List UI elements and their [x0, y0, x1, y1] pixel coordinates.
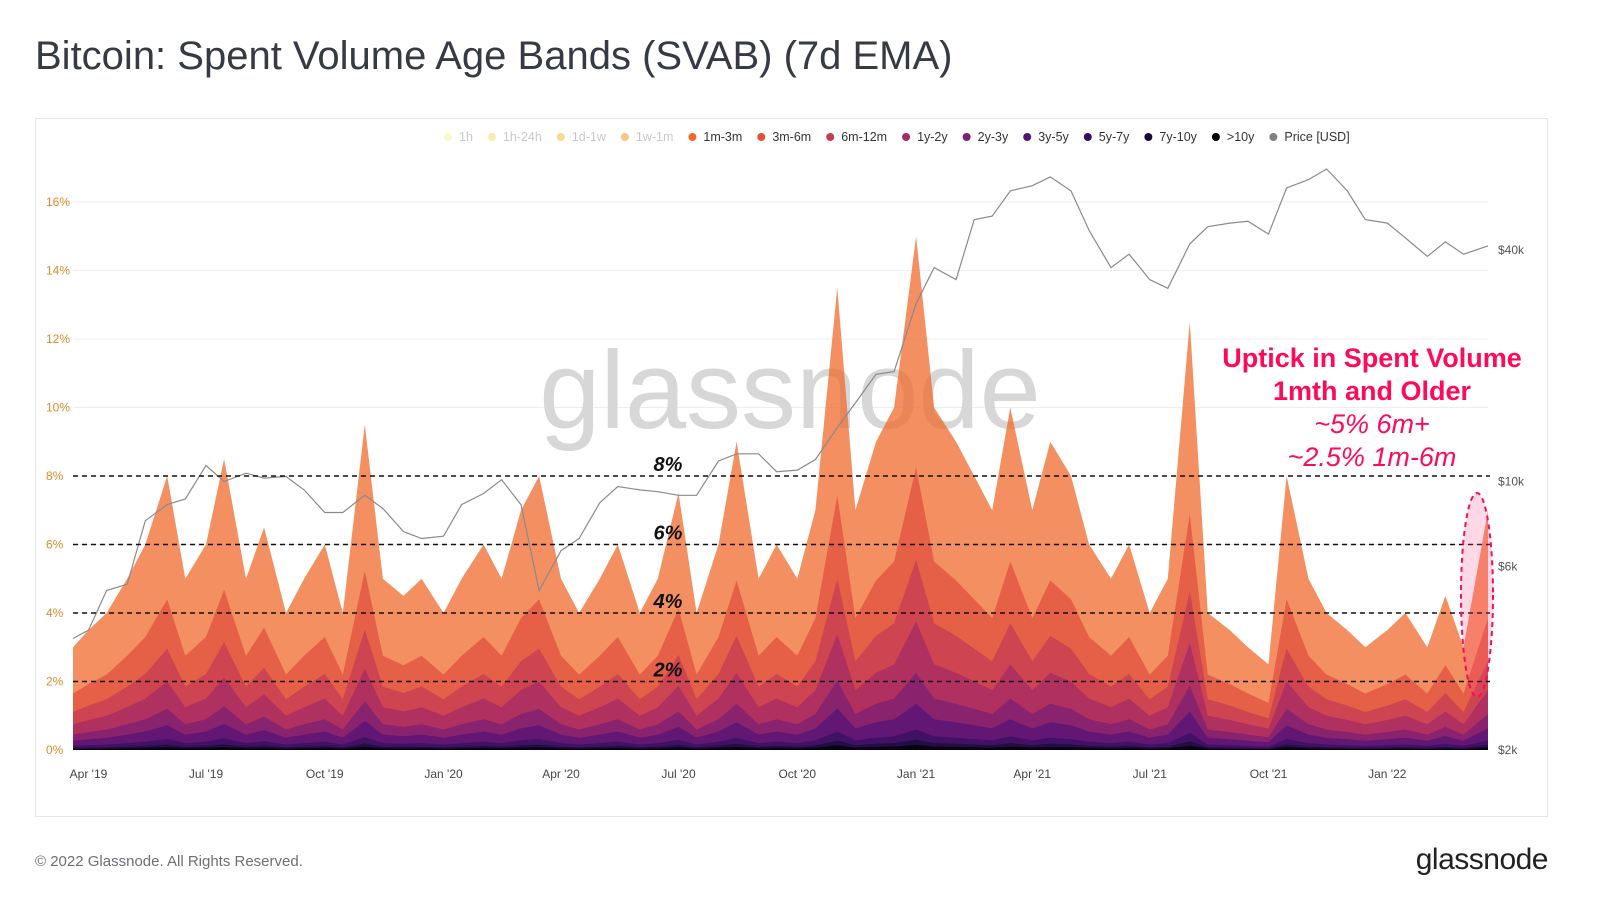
y-tick-label: 14% — [46, 264, 70, 278]
x-tick-label: Apr '21 — [1013, 767, 1051, 781]
x-tick-label: Oct '19 — [306, 767, 344, 781]
area-band-2y-3y — [73, 672, 1488, 750]
legend-marker — [757, 133, 766, 141]
annotation-detail: ~2.5% 1m-6m — [1288, 442, 1457, 472]
annotation-title: Uptick in Spent Volume — [1222, 343, 1522, 373]
price-line — [72, 168, 1489, 640]
y-tick-label: 4% — [46, 606, 64, 620]
y-tick-label: 2% — [46, 675, 64, 689]
x-tick-label: Jul '21 — [1133, 767, 1168, 781]
x-tick-label: Jan '20 — [424, 767, 463, 781]
legend-marker — [556, 133, 565, 141]
legend-marker — [1083, 133, 1092, 141]
y-tick-label: 6% — [46, 538, 64, 552]
legend-marker — [487, 133, 496, 141]
legend-marker — [620, 133, 629, 141]
x-tick-label: Jan '21 — [897, 767, 936, 781]
area-band-1m-3m — [73, 236, 1488, 751]
y-right-tick-label: $6k — [1498, 560, 1518, 574]
legend-item: 3m-6m — [772, 130, 811, 144]
x-tick-label: Jul '19 — [189, 767, 224, 781]
x-tick-label: Oct '20 — [778, 767, 816, 781]
legend-item: 1w-1m — [636, 130, 674, 144]
legend-item: >10y — [1227, 130, 1255, 144]
y-tick-label: 10% — [46, 401, 70, 415]
legend-marker — [826, 133, 835, 141]
x-tick-label: Oct '21 — [1250, 767, 1288, 781]
area-band-7y-10y — [73, 739, 1488, 750]
legend-item: 3y-5y — [1038, 130, 1069, 144]
y-tick-label: 0% — [46, 743, 64, 757]
legend-item: 1h-24h — [503, 130, 542, 144]
legend-item: 1y-2y — [917, 130, 948, 144]
x-tick-label: Jul '20 — [661, 767, 696, 781]
legend-marker — [688, 133, 697, 141]
legend-item: Price [USD] — [1284, 130, 1349, 144]
reference-line-label: 2% — [653, 660, 683, 682]
copyright: © 2022 Glassnode. All Rights Reserved. — [35, 853, 303, 870]
area-band-5y-7y — [73, 729, 1488, 750]
legend-marker — [1269, 133, 1278, 141]
x-tick-label: Jan '22 — [1368, 767, 1407, 781]
area-band-gt10y — [73, 744, 1488, 750]
reference-line-label: 4% — [653, 591, 683, 613]
highlight-ellipse — [1460, 492, 1494, 698]
watermark: glassnode — [539, 329, 1041, 452]
x-tick-label: Apr '20 — [542, 767, 580, 781]
area-band-6m-12m — [73, 559, 1488, 750]
x-tick-label: Apr '19 — [70, 767, 108, 781]
legend-item: 1d-1w — [572, 130, 607, 144]
y-tick-label: 16% — [46, 195, 70, 209]
legend-marker — [444, 133, 452, 141]
area-band-3m-6m — [73, 467, 1488, 750]
annotation-detail: ~5% 6m+ — [1314, 409, 1430, 439]
y-tick-label: 12% — [46, 332, 70, 346]
legend-item: 6m-12m — [841, 130, 887, 144]
y-tick-label: 8% — [46, 469, 64, 483]
legend-item: 7y-10y — [1159, 130, 1197, 144]
legend-marker — [902, 133, 911, 141]
annotation-title: 1mth and Older — [1273, 376, 1472, 406]
legend-marker — [1144, 133, 1153, 141]
legend-marker — [962, 133, 971, 141]
legend-marker — [1023, 133, 1032, 141]
reference-line-label: 8% — [654, 454, 683, 476]
legend-item: 5y-7y — [1099, 130, 1130, 144]
area-band-1y-2y — [73, 621, 1488, 750]
glassnode-logo: glassnode — [1415, 843, 1549, 876]
area-band-3y-5y — [73, 703, 1488, 750]
legend-item: 1m-3m — [703, 130, 742, 144]
legend-item: 1h — [459, 130, 473, 144]
legend-marker — [1211, 133, 1220, 141]
chart-frame — [35, 118, 1548, 817]
reference-line-label: 6% — [654, 523, 683, 545]
y-right-tick-label: $40k — [1498, 243, 1525, 257]
y-right-tick-label: $2k — [1498, 743, 1518, 757]
y-right-tick-label: $10k — [1498, 474, 1525, 488]
page-title: Bitcoin: Spent Volume Age Bands (SVAB) (… — [35, 34, 953, 78]
legend-item: 2y-3y — [978, 130, 1009, 144]
